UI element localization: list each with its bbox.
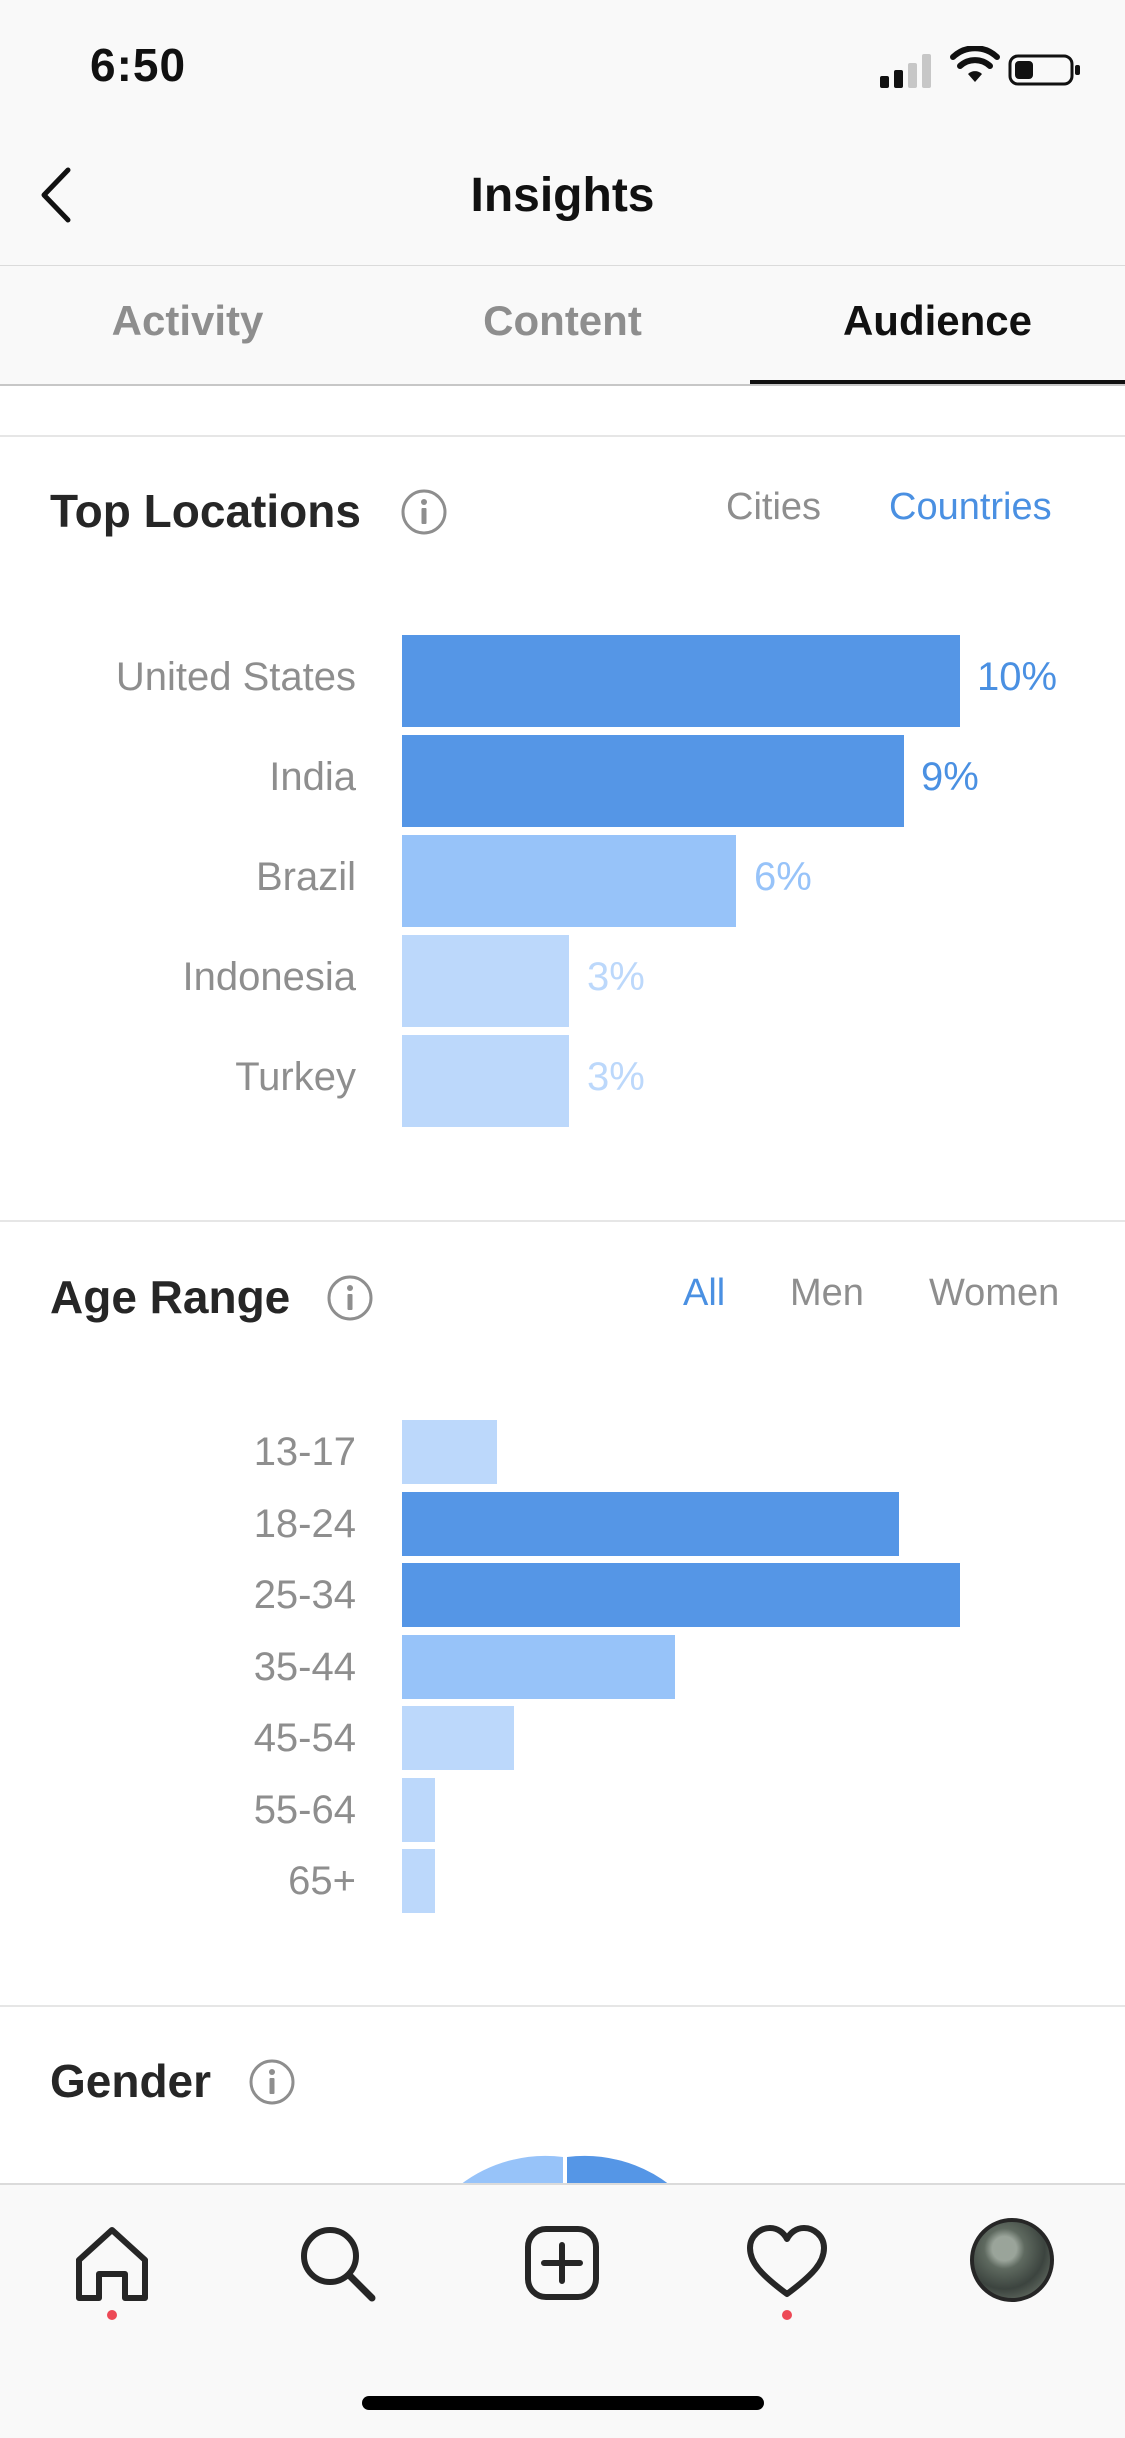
filter-all[interactable]: All (683, 1272, 726, 1314)
section-divider (0, 435, 1125, 437)
info-icon[interactable] (326, 1274, 374, 1322)
battery-icon (1008, 54, 1080, 86)
tab-activity[interactable]: Activity (111, 297, 264, 344)
location-label: Indonesia (182, 955, 356, 999)
age-range-label: 65+ (288, 1859, 356, 1903)
age-range-label: 18-24 (253, 1501, 356, 1546)
age-range-bar (402, 1706, 514, 1770)
cellular-signal-icon (880, 54, 931, 88)
age-range-label: 25-34 (253, 1573, 356, 1617)
section-divider (0, 2005, 1125, 2007)
age-range-bar (402, 1777, 435, 1842)
bottom-tab-bar (0, 2183, 1125, 2438)
age-range-bar (402, 1420, 497, 1484)
location-percentage: 3% (587, 955, 645, 999)
gender-title: Gender (50, 2055, 212, 2107)
filter-countries[interactable]: Countries (889, 486, 1052, 528)
home-icon[interactable] (67, 2218, 157, 2308)
location-percentage: 3% (587, 1055, 645, 1099)
info-icon[interactable] (248, 2058, 296, 2106)
age-range-label: 35-44 (253, 1644, 356, 1689)
search-icon[interactable] (292, 2218, 382, 2308)
gender-donut-chart (460, 2155, 670, 2185)
status-bar (0, 0, 1125, 140)
age-range-label: 45-54 (253, 1716, 356, 1760)
tab-audience[interactable]: Audience (842, 297, 1033, 344)
activity-notification-dot (782, 2310, 792, 2320)
home-indicator (362, 2396, 764, 2410)
active-tab-indicator (750, 380, 1125, 384)
location-bar (402, 635, 960, 727)
filter-cities[interactable]: Cities (726, 486, 822, 528)
filter-men[interactable]: Men (790, 1272, 864, 1314)
age-range-bar (402, 1849, 435, 1913)
location-bar (402, 835, 736, 927)
status-time: 6:50 (90, 39, 187, 91)
activity-heart-icon[interactable] (742, 2218, 832, 2308)
location-percentage: 10% (977, 655, 1058, 699)
age-range-label: 13-17 (253, 1430, 356, 1474)
location-label: Brazil (255, 855, 356, 899)
location-label: India (269, 755, 356, 799)
profile-avatar[interactable] (970, 2218, 1054, 2302)
age-range-bar (402, 1563, 960, 1627)
tab-bar: Activity Content Audience (0, 266, 1125, 386)
age-range-bar (402, 1634, 675, 1699)
header-bar (0, 140, 1125, 267)
age-range-label: 55-64 (253, 1787, 356, 1832)
top-locations-title: Top Locations (50, 485, 361, 537)
location-percentage: 9% (921, 755, 979, 799)
age-range-bar (402, 1491, 899, 1556)
info-icon[interactable] (400, 488, 448, 536)
location-label: Turkey (235, 1055, 356, 1099)
location-label: United States (115, 655, 356, 699)
location-percentage: 6% (754, 855, 812, 899)
section-divider (0, 1220, 1125, 1222)
location-bar (402, 1035, 569, 1127)
back-chevron-icon[interactable] (30, 160, 90, 230)
age-range-title: Age Range (50, 1271, 291, 1323)
wifi-icon (950, 46, 1000, 82)
new-post-icon[interactable] (517, 2218, 607, 2308)
filter-women[interactable]: Women (929, 1272, 1060, 1314)
home-notification-dot (107, 2310, 117, 2320)
tab-content[interactable]: Content (483, 297, 642, 344)
location-bar (402, 935, 569, 1027)
location-bar (402, 735, 904, 827)
page-title: Insights (470, 169, 655, 222)
